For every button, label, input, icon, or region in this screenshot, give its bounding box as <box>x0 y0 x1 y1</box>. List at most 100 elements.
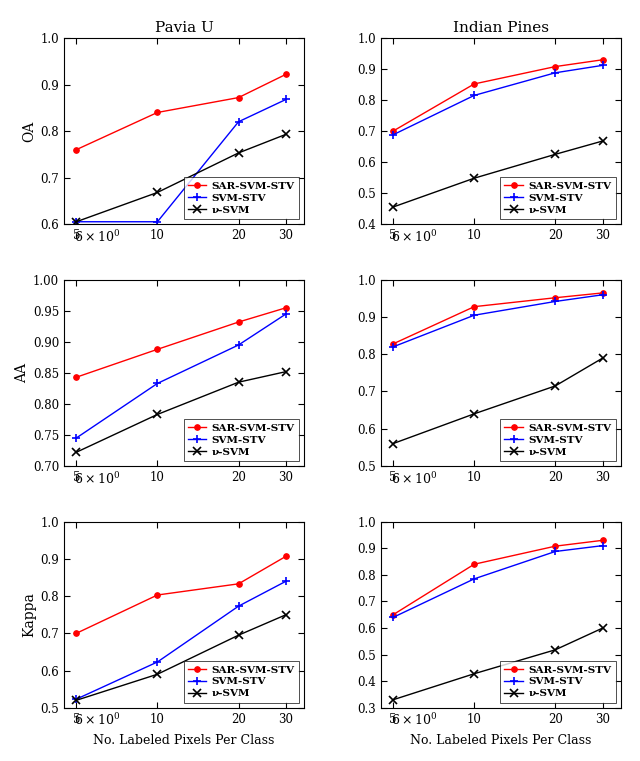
SAR-SVM-STV <box>235 579 243 588</box>
Legend: SAR-SVM-STV, SVM-STV, ν-SVM: SAR-SVM-STV, SVM-STV, ν-SVM <box>184 419 299 460</box>
Line: SAR-SVM-STV: SAR-SVM-STV <box>390 57 605 134</box>
ν-SVM <box>72 217 80 226</box>
SVM-STV <box>72 217 80 226</box>
Line: SVM-STV: SVM-STV <box>72 310 290 442</box>
Line: SVM-STV: SVM-STV <box>72 577 290 703</box>
SVM-STV <box>282 310 290 319</box>
SAR-SVM-STV <box>235 93 243 102</box>
SAR-SVM-STV <box>470 79 478 88</box>
Legend: SAR-SVM-STV, SVM-STV, ν-SVM: SAR-SVM-STV, SVM-STV, ν-SVM <box>500 419 616 460</box>
SVM-STV <box>470 575 478 584</box>
SAR-SVM-STV <box>389 610 397 619</box>
Legend: SAR-SVM-STV, SVM-STV, ν-SVM: SAR-SVM-STV, SVM-STV, ν-SVM <box>184 177 299 219</box>
SVM-STV <box>599 290 607 299</box>
Line: ν-SVM: ν-SVM <box>389 624 607 704</box>
SAR-SVM-STV <box>599 536 607 545</box>
Line: ν-SVM: ν-SVM <box>389 137 607 212</box>
ν-SVM <box>154 410 161 419</box>
SVM-STV <box>282 95 290 104</box>
SAR-SVM-STV <box>282 303 290 312</box>
ν-SVM <box>282 129 290 139</box>
ν-SVM <box>470 174 478 183</box>
ν-SVM <box>235 148 243 158</box>
SVM-STV <box>599 61 607 70</box>
Line: SAR-SVM-STV: SAR-SVM-STV <box>390 290 605 347</box>
ν-SVM <box>282 610 290 619</box>
ν-SVM <box>72 447 80 457</box>
Y-axis label: OA: OA <box>22 120 36 142</box>
Legend: SAR-SVM-STV, SVM-STV, ν-SVM: SAR-SVM-STV, SVM-STV, ν-SVM <box>500 661 616 702</box>
SVM-STV <box>154 658 161 667</box>
ν-SVM <box>470 409 478 419</box>
Line: ν-SVM: ν-SVM <box>389 354 607 447</box>
ν-SVM <box>552 150 559 159</box>
ν-SVM <box>599 353 607 362</box>
SVM-STV <box>282 577 290 586</box>
Line: SVM-STV: SVM-STV <box>389 61 607 139</box>
Line: SAR-SVM-STV: SAR-SVM-STV <box>74 72 289 152</box>
SVM-STV <box>235 602 243 611</box>
SVM-STV <box>154 217 161 226</box>
SAR-SVM-STV <box>599 56 607 65</box>
SAR-SVM-STV <box>154 108 161 117</box>
SVM-STV <box>235 340 243 349</box>
ν-SVM <box>235 631 243 640</box>
SAR-SVM-STV <box>470 302 478 311</box>
ν-SVM <box>599 136 607 145</box>
ν-SVM <box>154 670 161 679</box>
SAR-SVM-STV <box>389 126 397 135</box>
SAR-SVM-STV <box>72 145 80 154</box>
Legend: SAR-SVM-STV, SVM-STV, ν-SVM: SAR-SVM-STV, SVM-STV, ν-SVM <box>184 661 299 702</box>
X-axis label: No. Labeled Pixels Per Class: No. Labeled Pixels Per Class <box>410 734 591 747</box>
SVM-STV <box>389 342 397 352</box>
SVM-STV <box>470 91 478 100</box>
SVM-STV <box>552 68 559 78</box>
Y-axis label: Kappa: Kappa <box>22 592 36 637</box>
Line: SAR-SVM-STV: SAR-SVM-STV <box>74 553 289 636</box>
ν-SVM <box>154 188 161 197</box>
ν-SVM <box>552 645 559 654</box>
SAR-SVM-STV <box>282 552 290 561</box>
SVM-STV <box>389 130 397 139</box>
Line: SVM-STV: SVM-STV <box>72 95 290 226</box>
ν-SVM <box>599 623 607 632</box>
ν-SVM <box>552 381 559 390</box>
SVM-STV <box>235 117 243 126</box>
ν-SVM <box>282 367 290 376</box>
SAR-SVM-STV <box>72 373 80 382</box>
Line: SAR-SVM-STV: SAR-SVM-STV <box>390 537 605 617</box>
SVM-STV <box>599 541 607 550</box>
X-axis label: No. Labeled Pixels Per Class: No. Labeled Pixels Per Class <box>93 734 275 747</box>
SVM-STV <box>72 434 80 443</box>
ν-SVM <box>72 696 80 705</box>
ν-SVM <box>470 669 478 678</box>
Title: Pavia U: Pavia U <box>155 21 213 36</box>
SAR-SVM-STV <box>552 542 559 551</box>
Line: ν-SVM: ν-SVM <box>72 610 290 705</box>
SAR-SVM-STV <box>552 293 559 302</box>
Y-axis label: AA: AA <box>15 363 29 383</box>
SVM-STV <box>154 379 161 388</box>
SAR-SVM-STV <box>389 339 397 349</box>
SAR-SVM-STV <box>154 591 161 600</box>
SVM-STV <box>72 695 80 704</box>
SVM-STV <box>389 613 397 622</box>
ν-SVM <box>389 439 397 448</box>
ν-SVM <box>389 696 397 705</box>
SAR-SVM-STV <box>470 559 478 568</box>
SAR-SVM-STV <box>282 70 290 79</box>
SAR-SVM-STV <box>154 345 161 354</box>
ν-SVM <box>389 202 397 212</box>
SAR-SVM-STV <box>599 288 607 298</box>
Line: ν-SVM: ν-SVM <box>72 368 290 457</box>
SVM-STV <box>470 310 478 320</box>
Title: Indian Pines: Indian Pines <box>453 21 548 36</box>
Line: ν-SVM: ν-SVM <box>72 130 290 226</box>
Legend: SAR-SVM-STV, SVM-STV, ν-SVM: SAR-SVM-STV, SVM-STV, ν-SVM <box>500 177 616 219</box>
SVM-STV <box>552 297 559 306</box>
Line: SAR-SVM-STV: SAR-SVM-STV <box>74 305 289 380</box>
Line: SVM-STV: SVM-STV <box>389 542 607 622</box>
Line: SVM-STV: SVM-STV <box>389 291 607 351</box>
SAR-SVM-STV <box>552 62 559 71</box>
SVM-STV <box>552 547 559 556</box>
